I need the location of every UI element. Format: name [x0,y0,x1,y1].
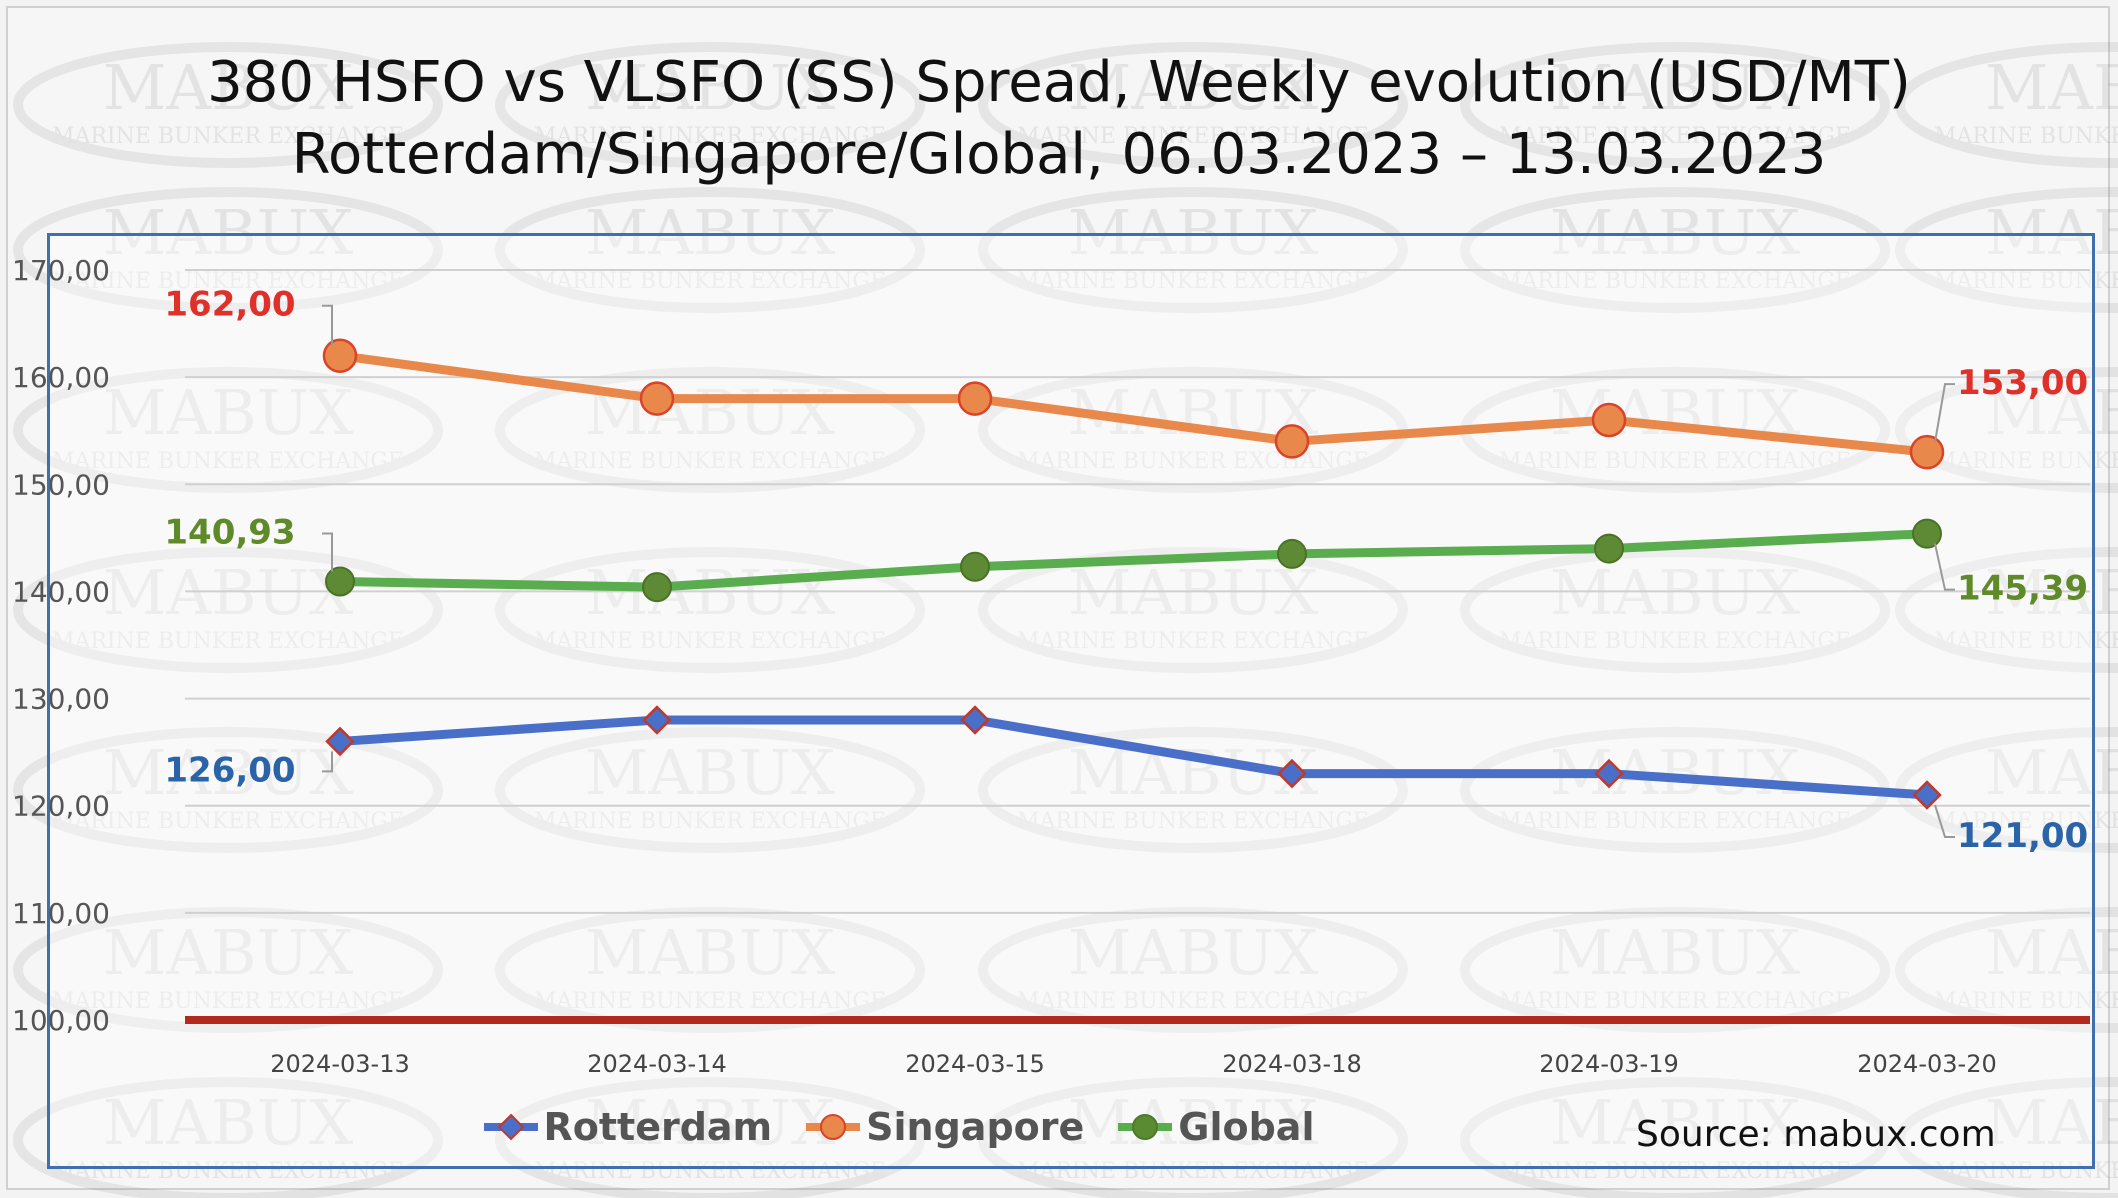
leader-line [322,751,333,773]
y-tick-label: 100,00 [12,1004,110,1037]
data-point [322,338,358,373]
y-tick-label: 160,00 [12,361,110,394]
x-tick-label: 2024-03-19 [1539,1050,1678,1078]
legend-item-rotterdam: Rotterdam [483,1105,773,1149]
data-label-first: 140,93 [164,512,295,552]
y-tick-label: 130,00 [12,683,110,716]
data-point [1274,424,1310,459]
chart-title-line-1: 380 HSFO vs VLSFO (SS) Spread, Weekly ev… [207,50,1911,115]
data-point [1594,533,1624,564]
legend-label-global: Global [1178,1105,1315,1149]
series-rotterdam: 126,00 121,00 [164,705,2088,856]
x-tick-label: 2024-03-13 [270,1050,409,1078]
leader-line [1934,383,1955,443]
series-line-global [339,529,1928,592]
series-global: 140,93 145,39 [164,512,2088,608]
leader-line [1934,804,1955,838]
leader-line [322,532,333,572]
source-text: Source: mabux.com [1636,1114,1996,1155]
data-point [957,381,993,416]
data-label-last: 121,00 [1957,816,2088,856]
data-point [1912,780,1942,810]
chart-title-line-2: Rotterdam/Singapore/Global, 06.03.2023 –… [291,122,1827,187]
data-label-first: 162,00 [164,285,295,325]
y-tick-label: 150,00 [12,468,110,501]
x-tick-label: 2024-03-20 [1857,1050,1996,1078]
data-point [642,705,672,735]
x-tick-label: 2024-03-18 [1222,1050,1361,1078]
outer-frame [6,6,2110,1190]
data-point [960,705,990,735]
series-line-rotterdam [339,715,1928,800]
series-singapore: 162,00 153,00 [164,285,2088,470]
data-point [960,551,990,582]
data-label-last: 153,00 [1957,363,2088,403]
data-point [642,572,672,603]
legend-label-rotterdam: Rotterdam [543,1105,773,1149]
plot-frame [47,233,2095,1169]
legend: Rotterdam Singapore Global [0,1102,1958,1152]
x-tick-label: 2024-03-15 [905,1050,1044,1078]
data-point [1591,402,1627,438]
leader-line [1934,543,1955,591]
legend-marker-rotterdam [483,1113,538,1141]
legend-item-global: Global [1118,1105,1314,1149]
x-tick-label: 2024-03-14 [587,1050,726,1078]
legend-item-singapore: Singapore [806,1105,1084,1149]
legend-label-singapore: Singapore [866,1105,1085,1149]
data-point [325,566,355,597]
data-point [639,381,675,416]
gridlines [185,269,2090,914]
data-point [1594,758,1624,789]
y-tick-label: 170,00 [12,254,110,287]
legend-marker-singapore [806,1114,861,1140]
y-tick-label: 140,00 [12,575,110,608]
series-line-singapore [339,351,1928,457]
data-label-last: 145,39 [1957,569,2088,609]
data-point [1277,758,1307,789]
y-tick-label: 120,00 [12,790,110,823]
data-label-first: 126,00 [164,750,295,790]
data-point [1912,518,1942,549]
leader-line [322,304,333,346]
data-point [1909,434,1945,470]
y-tick-label: 110,00 [12,897,110,930]
data-point [1277,538,1307,569]
data-point [325,726,355,757]
legend-marker-global [1118,1114,1173,1140]
